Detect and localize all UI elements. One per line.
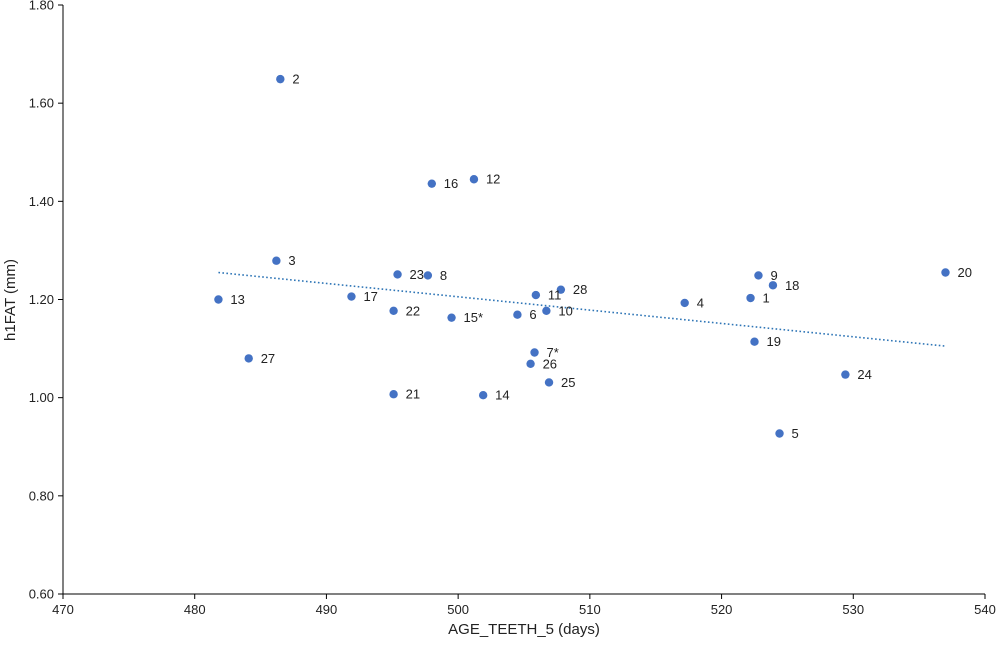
points-layer bbox=[214, 74, 950, 438]
point-label: 21 bbox=[406, 387, 420, 402]
point-label: 14 bbox=[495, 388, 509, 403]
point-label: 4 bbox=[697, 295, 704, 310]
point-label: 8 bbox=[440, 268, 447, 283]
y-axis-title: h1FAT (mm) bbox=[2, 259, 19, 341]
point-label: 6 bbox=[529, 307, 536, 322]
point-label: 23 bbox=[410, 267, 424, 282]
data-point bbox=[530, 348, 539, 357]
data-point bbox=[768, 281, 778, 290]
y-tick-label: 1.40 bbox=[29, 194, 54, 209]
x-tick-label: 470 bbox=[52, 602, 74, 617]
data-point bbox=[941, 268, 950, 277]
data-point bbox=[746, 293, 755, 303]
data-point bbox=[513, 310, 522, 319]
data-point bbox=[556, 285, 566, 294]
ticks-layer: 470 480 490 500 510 520 530 5400.600.801.001.20… bbox=[29, 0, 996, 617]
point-label: 11 bbox=[548, 288, 562, 303]
x-tick-label: 490 bbox=[316, 602, 338, 617]
x-axis-title: AGE_TEETH_5 (days) bbox=[448, 621, 600, 638]
point-label: 7* bbox=[547, 345, 559, 360]
data-point bbox=[393, 270, 402, 279]
x-tick-label: 500 bbox=[447, 602, 469, 617]
y-tick-label: 1.60 bbox=[29, 96, 54, 111]
y-tick-label: 0.60 bbox=[29, 587, 54, 602]
point-label: 10 bbox=[558, 303, 572, 318]
x-tick-label: 510 bbox=[579, 602, 601, 617]
data-point bbox=[244, 354, 253, 363]
data-point bbox=[469, 175, 479, 184]
point-label: 27 bbox=[261, 351, 275, 366]
data-point bbox=[680, 298, 689, 308]
y-tick-label: 1.20 bbox=[29, 292, 54, 307]
x-tick-label: 540 bbox=[974, 602, 996, 617]
data-point bbox=[347, 292, 356, 301]
point-label: 15* bbox=[464, 310, 484, 325]
point-label: 19 bbox=[767, 334, 781, 349]
point-label: 28 bbox=[573, 282, 587, 297]
point-label: 13 bbox=[230, 292, 244, 307]
point-label: 3 bbox=[288, 253, 295, 268]
point-label: 26 bbox=[543, 356, 557, 371]
point-label: 16 bbox=[444, 176, 458, 191]
data-point bbox=[389, 390, 398, 399]
data-point bbox=[427, 179, 436, 188]
x-tick-label: 530 bbox=[842, 602, 864, 617]
data-point bbox=[531, 290, 541, 300]
data-point bbox=[526, 359, 535, 368]
point-label: 5 bbox=[792, 426, 799, 441]
point-label: 1 bbox=[763, 291, 770, 306]
trendline bbox=[218, 271, 946, 347]
data-point bbox=[775, 429, 784, 438]
point-label: 20 bbox=[957, 265, 971, 280]
data-point bbox=[276, 74, 285, 84]
data-point bbox=[447, 313, 456, 322]
data-point bbox=[754, 271, 763, 280]
point-label: 18 bbox=[785, 278, 799, 293]
y-tick-label: 1.00 bbox=[29, 390, 54, 405]
data-point bbox=[542, 306, 551, 315]
data-point bbox=[544, 378, 554, 387]
y-tick-label: 1.80 bbox=[29, 0, 54, 13]
data-point bbox=[423, 271, 433, 280]
y-tick-label: 0.80 bbox=[29, 488, 54, 503]
data-point bbox=[214, 295, 223, 304]
point-label: 24 bbox=[857, 367, 871, 382]
point-label: 17 bbox=[363, 289, 377, 304]
data-point bbox=[478, 391, 488, 400]
data-point bbox=[750, 337, 759, 346]
data-point bbox=[272, 256, 281, 265]
point-label: 22 bbox=[406, 303, 420, 318]
data-point bbox=[389, 306, 398, 315]
point-label: 9 bbox=[770, 268, 777, 283]
data-point bbox=[841, 370, 850, 379]
point-label: 2 bbox=[292, 72, 299, 87]
point-label: 25 bbox=[561, 375, 575, 390]
point-label: 12 bbox=[486, 172, 500, 187]
x-tick-label: 480 bbox=[184, 602, 206, 617]
x-tick-label: 520 bbox=[711, 602, 733, 617]
trendline-layer bbox=[218, 271, 946, 347]
